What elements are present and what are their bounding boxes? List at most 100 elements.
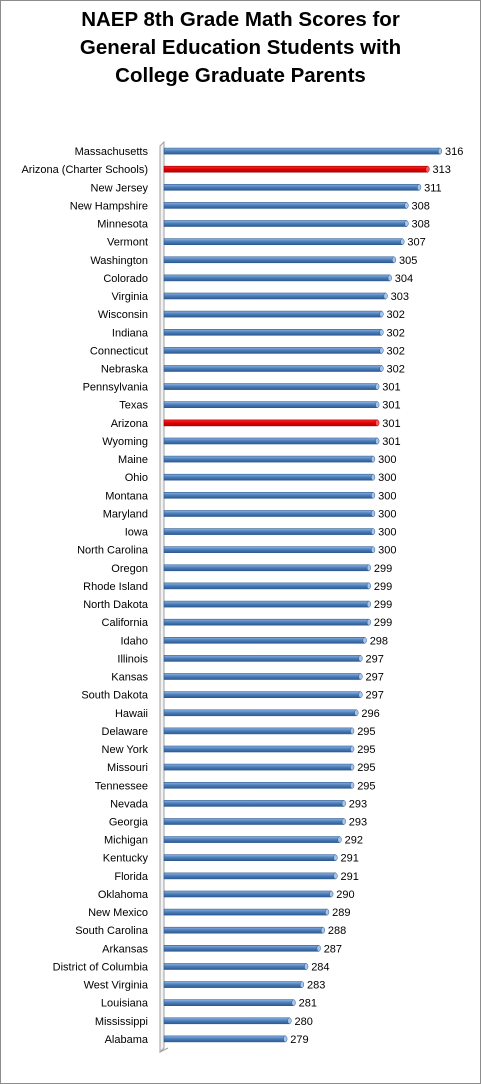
- bar-cap: [320, 926, 325, 934]
- category-label: Hawaii: [115, 708, 148, 720]
- value-label: 300: [378, 545, 396, 557]
- bar-cap: [304, 963, 309, 970]
- bar-south-dakota: [163, 691, 361, 699]
- bar-new-hampshire: [163, 202, 407, 209]
- category-label: Texas: [119, 400, 148, 412]
- value-label: 299: [374, 617, 392, 629]
- category-label: New Mexico: [88, 907, 148, 919]
- bar-cap: [358, 673, 363, 680]
- value-label: 287: [324, 943, 342, 955]
- category-label: Kansas: [111, 672, 148, 684]
- bar-cap: [371, 546, 376, 553]
- category-label: Virginia: [112, 291, 149, 303]
- bar-kansas: [163, 673, 361, 680]
- bar-virginia: [163, 292, 386, 300]
- bar-kentucky: [163, 854, 336, 862]
- bar-cap: [350, 745, 355, 753]
- category-label: New Jersey: [91, 182, 149, 194]
- value-label: 284: [311, 962, 329, 974]
- value-label: 307: [407, 237, 425, 249]
- bar-washington: [163, 256, 395, 264]
- value-label: 291: [341, 853, 359, 865]
- category-label: Montana: [105, 490, 149, 502]
- category-label: Indiana: [112, 327, 149, 339]
- category-label: Colorado: [103, 273, 148, 285]
- bar-wisconsin: [163, 310, 382, 318]
- category-label: Maine: [118, 454, 148, 466]
- value-label: 290: [336, 889, 354, 901]
- bar-cap: [379, 329, 384, 336]
- bar-michigan: [163, 836, 340, 843]
- bar-cap: [333, 854, 338, 861]
- bar-missouri: [163, 763, 353, 771]
- category-label: South Carolina: [75, 925, 149, 937]
- category-label: Louisiana: [101, 998, 149, 1010]
- value-label: 300: [378, 509, 396, 521]
- bar-maine: [163, 455, 374, 463]
- bar-new-jersey: [163, 184, 420, 191]
- bar-montana: [163, 491, 374, 499]
- bar-cap: [379, 347, 384, 354]
- value-label: 308: [412, 219, 430, 231]
- value-label: 297: [366, 690, 384, 702]
- bar-cap: [354, 709, 359, 717]
- value-label: 283: [307, 980, 325, 992]
- bar-wyoming: [163, 437, 378, 445]
- bar-hawaii: [163, 709, 357, 717]
- bar-cap: [375, 437, 380, 445]
- value-label: 291: [341, 871, 359, 883]
- bar-mississippi: [163, 1017, 290, 1025]
- category-label: Wyoming: [102, 436, 148, 448]
- category-label: California: [102, 617, 149, 629]
- bar-cap: [383, 292, 388, 300]
- category-label: Washington: [90, 255, 148, 267]
- bar-cap: [350, 727, 355, 735]
- bar-cap: [291, 999, 296, 1006]
- bar-arizona-charter-schools: [163, 165, 428, 173]
- bar-ohio: [163, 473, 374, 481]
- category-label: Oregon: [111, 563, 148, 575]
- category-label: Missouri: [107, 762, 148, 774]
- bar-cap: [350, 782, 355, 789]
- bar-cap: [358, 691, 363, 698]
- bar-massachusetts: [163, 147, 441, 155]
- value-label: 308: [412, 200, 430, 212]
- bar-new-mexico: [163, 908, 328, 916]
- value-label: 302: [387, 345, 405, 357]
- category-label: Delaware: [102, 726, 148, 738]
- value-label: 299: [374, 581, 392, 593]
- bar-pennsylvania: [163, 383, 378, 390]
- bar-cap: [425, 165, 430, 173]
- category-label: Wisconsin: [98, 309, 148, 321]
- category-label: Arizona: [111, 418, 149, 430]
- value-label: 301: [382, 418, 400, 430]
- bar-maryland: [163, 510, 374, 517]
- category-label: New York: [102, 744, 149, 756]
- value-label: 300: [378, 490, 396, 502]
- bar-cap: [283, 1035, 288, 1043]
- category-label: Minnesota: [97, 219, 149, 231]
- bar-cap: [379, 365, 384, 372]
- bar-south-carolina: [163, 926, 324, 934]
- value-label: 301: [382, 400, 400, 412]
- bar-cap: [400, 238, 405, 245]
- category-label: North Carolina: [77, 545, 149, 557]
- bar-cap: [391, 256, 397, 264]
- bar-cap: [366, 618, 371, 626]
- category-label: Michigan: [104, 835, 148, 847]
- bar-indiana: [163, 328, 382, 336]
- bar-cap: [366, 564, 371, 572]
- category-label: West Virginia: [84, 980, 149, 992]
- bar-nebraska: [163, 365, 382, 372]
- bar-cap: [341, 800, 346, 807]
- category-label: Oklahoma: [98, 889, 149, 901]
- bar-rhode-island: [163, 582, 370, 590]
- chart-title: NAEP 8th Grade Math Scores for General E…: [0, 6, 481, 90]
- category-label: Florida: [114, 871, 149, 883]
- bar-vermont: [163, 238, 403, 245]
- bar-cap: [437, 147, 443, 155]
- chart-title-line-2: General Education Students with: [79, 36, 402, 59]
- bar-alabama: [163, 1035, 286, 1043]
